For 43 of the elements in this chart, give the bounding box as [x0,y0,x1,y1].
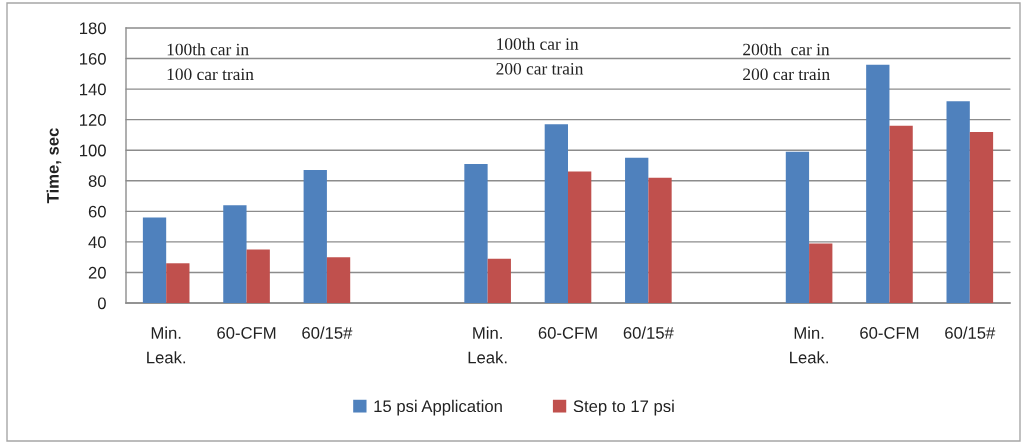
bar [166,263,190,303]
y-tick-label: 160 [80,52,106,65]
bar [223,205,247,303]
y-tick-label: 140 [80,83,106,96]
bar [648,177,672,303]
y-tick-label: 120 [80,114,106,126]
y-tick-label: 60 [88,205,106,218]
bar [303,170,327,303]
annotation: 100th car in 200 car train [496,37,584,75]
bar [969,131,994,303]
x-tick-label: 60/15# [945,326,996,339]
bar [809,243,833,303]
bar [946,101,970,303]
bar [246,249,270,303]
bar [625,157,649,303]
y-tick-label: 80 [88,175,106,187]
bar [487,258,511,303]
y-tick-label: 180 [80,22,106,35]
bar [866,64,890,303]
bar [326,257,351,303]
y-tick-label: 100 [80,144,106,157]
x-tick-label: Min. Leak. [790,326,828,364]
y-tick-label: 20 [88,266,106,279]
bar [464,163,488,303]
x-tick-label: 60-CFM [860,327,919,339]
x-tick-label: 60/15# [302,326,353,339]
bar [889,125,913,303]
annotation: 200th car in 200 car train [743,43,830,81]
legend-label: Step to 17 psi [573,399,674,416]
y-tick-label: 0 [97,297,106,310]
bar [785,151,810,303]
x-tick-label: 60/15# [623,326,674,339]
legend-label: 15 psi Application [374,399,502,416]
x-tick-label: 60-CFM [217,327,276,339]
annotation: 100th car in 100 car train [167,43,254,81]
bar [142,217,167,303]
x-tick-label: Min. Leak. [147,326,186,364]
x-tick-label: Min. Leak. [468,326,507,364]
y-axis-title: Time, sec [46,128,62,204]
bar [568,171,592,303]
y-tick-label: 40 [88,236,106,249]
x-tick-label: 60-CFM [538,327,597,339]
bar [544,124,568,303]
